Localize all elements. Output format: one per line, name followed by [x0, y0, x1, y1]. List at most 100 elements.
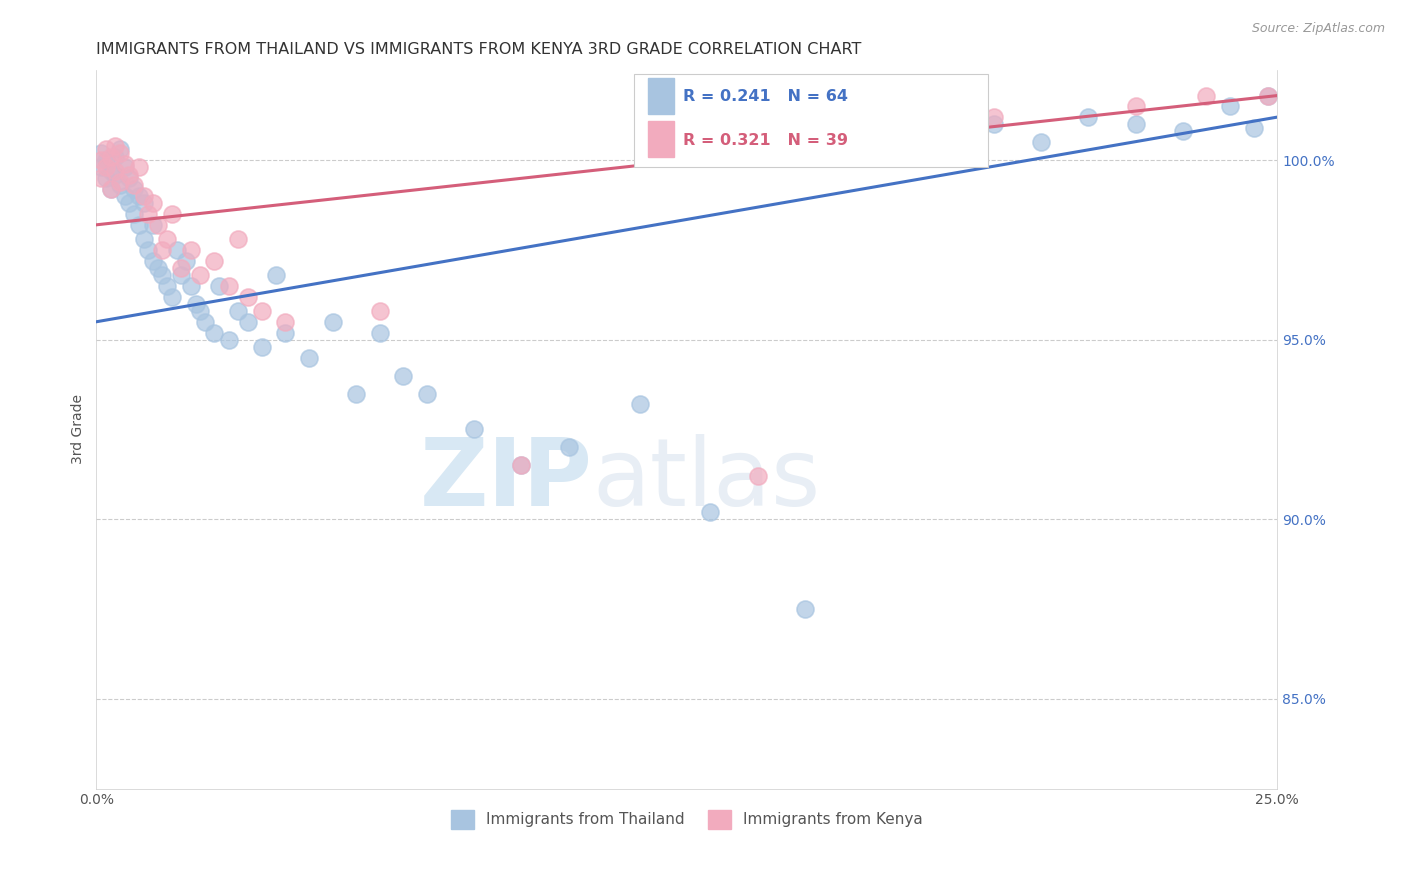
Point — [94, 153, 117, 168]
Point — [94, 171, 117, 186]
Point — [274, 315, 297, 329]
Point — [322, 315, 344, 329]
Point — [122, 178, 145, 193]
Point — [142, 218, 165, 232]
Point — [104, 168, 127, 182]
Bar — [634, 74, 988, 168]
Point — [146, 260, 169, 275]
Point — [146, 218, 169, 232]
Point — [160, 290, 183, 304]
Point — [236, 290, 259, 304]
Text: R = 0.321   N = 39: R = 0.321 N = 39 — [683, 133, 848, 147]
Point — [188, 268, 211, 282]
Point — [226, 232, 249, 246]
Point — [122, 182, 145, 196]
Point — [114, 157, 136, 171]
Point — [90, 153, 112, 168]
Point — [160, 207, 183, 221]
FancyBboxPatch shape — [648, 78, 673, 113]
Point — [100, 164, 122, 178]
Point — [841, 117, 863, 131]
Point — [218, 333, 240, 347]
Point — [1171, 124, 1194, 138]
Point — [108, 178, 131, 193]
Point — [983, 110, 1005, 124]
Point — [128, 189, 150, 203]
Point — [90, 146, 112, 161]
Point — [699, 505, 721, 519]
Point — [204, 326, 226, 340]
Point — [128, 218, 150, 232]
Point — [628, 397, 651, 411]
Point — [94, 143, 117, 157]
Point — [204, 253, 226, 268]
Point — [463, 422, 485, 436]
Point — [368, 326, 391, 340]
Point — [170, 260, 193, 275]
Point — [841, 146, 863, 161]
Point — [152, 243, 174, 257]
Point — [194, 315, 217, 329]
Point — [226, 304, 249, 318]
Legend: Immigrants from Thailand, Immigrants from Kenya: Immigrants from Thailand, Immigrants fro… — [444, 804, 929, 835]
Point — [218, 278, 240, 293]
Text: R = 0.241   N = 64: R = 0.241 N = 64 — [683, 89, 848, 104]
Point — [132, 189, 155, 203]
Point — [793, 602, 815, 616]
Point — [250, 340, 273, 354]
Point — [1257, 88, 1279, 103]
Point — [108, 146, 131, 161]
Point — [1077, 110, 1099, 124]
Point — [747, 469, 769, 483]
Point — [90, 161, 112, 175]
Point — [983, 117, 1005, 131]
Point — [510, 458, 533, 473]
Point — [208, 278, 231, 293]
Point — [510, 458, 533, 473]
Y-axis label: 3rd Grade: 3rd Grade — [72, 394, 86, 465]
Point — [1125, 117, 1147, 131]
Point — [94, 161, 117, 175]
Point — [174, 253, 197, 268]
Point — [1195, 88, 1218, 103]
Point — [392, 368, 415, 383]
Point — [90, 171, 112, 186]
Point — [108, 143, 131, 157]
Point — [416, 386, 439, 401]
Point — [180, 278, 202, 293]
Point — [156, 232, 179, 246]
Point — [274, 326, 297, 340]
Point — [188, 304, 211, 318]
Point — [100, 182, 122, 196]
Point — [128, 161, 150, 175]
Text: atlas: atlas — [592, 434, 821, 525]
Point — [152, 268, 174, 282]
Point — [184, 297, 207, 311]
Point — [298, 351, 321, 365]
Point — [108, 175, 131, 189]
Text: ZIP: ZIP — [419, 434, 592, 525]
Point — [180, 243, 202, 257]
Point — [911, 124, 934, 138]
Point — [1219, 99, 1241, 113]
Point — [122, 207, 145, 221]
Point — [136, 207, 159, 221]
Point — [132, 232, 155, 246]
Point — [114, 161, 136, 175]
Point — [652, 135, 675, 149]
Point — [142, 196, 165, 211]
Point — [368, 304, 391, 318]
Point — [1243, 120, 1265, 135]
Point — [344, 386, 367, 401]
Point — [236, 315, 259, 329]
Point — [166, 243, 188, 257]
Point — [1257, 88, 1279, 103]
FancyBboxPatch shape — [648, 120, 673, 157]
Point — [142, 253, 165, 268]
Point — [557, 441, 579, 455]
Point — [118, 168, 141, 182]
Point — [104, 138, 127, 153]
Point — [104, 164, 127, 178]
Point — [1125, 99, 1147, 113]
Point — [250, 304, 273, 318]
